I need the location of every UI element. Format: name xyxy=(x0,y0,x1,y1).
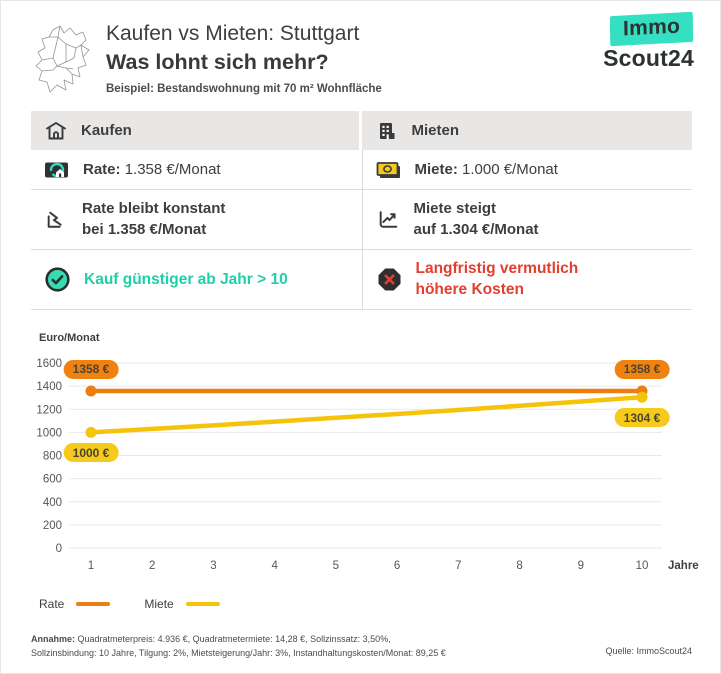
svg-text:600: 600 xyxy=(43,474,62,486)
buy-verdict-row: Kauf günstiger ab Jahr > 10 xyxy=(31,250,362,310)
rent-trend-line2: auf 1.304 €/Monat xyxy=(413,220,539,238)
x-octagon-icon xyxy=(376,266,403,293)
rent-verdict-line2: höhere Kosten xyxy=(415,280,525,298)
assumptions-line1: Quadratmeterpreis: 4.936 €, Quadratmeter… xyxy=(77,634,391,644)
svg-text:7: 7 xyxy=(455,560,461,572)
assumptions-text: Annahme: Quadratmeterpreis: 4.936 €, Qua… xyxy=(31,632,591,661)
assumptions-line2: Sollzinsbindung: 10 Jahre, Tilgung: 2%, … xyxy=(31,648,446,659)
data-label-badge: 1358 € xyxy=(614,359,670,379)
svg-text:8: 8 xyxy=(516,560,522,572)
logo-badge: Immo xyxy=(609,11,694,47)
svg-text:5: 5 xyxy=(333,560,339,572)
rent-trend-line1: Miete steigt xyxy=(413,200,497,218)
legend-swatch-miete xyxy=(185,602,220,606)
chart-canvas: 0 200 400 600 800 1000 1200 1400 1600 1 2 3 4 5 6 7 8 9 10… xyxy=(36,358,699,572)
svg-text:Jahre: Jahre xyxy=(668,560,699,572)
rent-trend-row: Miete steigt auf 1.304 €/Monat xyxy=(361,190,692,250)
legend-item-miete: Miete xyxy=(144,597,220,611)
rent-rate-text: Miete: 1.000 €/Monat xyxy=(415,161,558,178)
title-line2: Was lohnt sich mehr? xyxy=(106,50,329,74)
logo-text-top: Immo xyxy=(622,14,681,41)
buy-trend-row: Rate bleibt konstant bei 1.358 €/Monat xyxy=(31,190,362,250)
chart-legend: Rate Miete xyxy=(39,597,220,611)
svg-text:9: 9 xyxy=(578,560,584,572)
svg-text:1: 1 xyxy=(88,560,94,572)
rent-trend-text: Miete steigt auf 1.304 €/Monat xyxy=(414,199,539,240)
svg-text:4: 4 xyxy=(271,560,278,572)
rent-rate-value: 1.000 €/Monat xyxy=(462,161,558,178)
legend-label-miete: Miete xyxy=(144,597,174,611)
rent-rate-row: Miete: 1.000 €/Monat xyxy=(361,150,692,190)
data-label-badge: 1304 € xyxy=(614,408,670,428)
svg-text:1200: 1200 xyxy=(36,404,62,416)
buy-rate-label: Rate: xyxy=(83,161,121,178)
buy-rate-row: Rate: 1.358 €/Monat xyxy=(31,150,362,190)
data-label-badge: 1358 € xyxy=(63,359,119,379)
source-text: Quelle: ImmoScout24 xyxy=(605,646,692,656)
rent-verdict-line1: Langfristig vermutlich xyxy=(415,259,579,277)
rent-verdict-row: Langfristig vermutlich höhere Kosten xyxy=(361,250,692,310)
line-chart: 0 200 400 600 800 1000 1200 1400 1600 1 2 3 4 5 6 7 8 9 10… xyxy=(16,351,707,591)
data-label-badge: 1000 € xyxy=(63,443,119,463)
svg-text:200: 200 xyxy=(43,520,62,532)
check-circle-icon xyxy=(44,266,71,293)
rent-verdict-text: Langfristig vermutlich höhere Kosten xyxy=(416,259,579,301)
svg-text:1600: 1600 xyxy=(36,358,62,370)
banknote-icon xyxy=(376,160,402,180)
assumptions-label: Annahme: xyxy=(31,634,76,644)
buy-trend-line1: Rate bleibt konstant xyxy=(82,200,226,218)
chart-y-axis-title: Euro/Monat xyxy=(39,332,100,344)
chart-declining-icon xyxy=(44,207,69,232)
buy-column-header: Kaufen xyxy=(31,111,362,150)
legend-label-rate: Rate xyxy=(39,597,65,611)
buy-rate-text: Rate: 1.358 €/Monat xyxy=(83,161,221,178)
svg-text:800: 800 xyxy=(43,451,62,463)
svg-text:1000: 1000 xyxy=(36,427,62,439)
buy-trend-line2: bei 1.358 €/Monat xyxy=(82,220,207,238)
building-icon xyxy=(375,119,399,143)
mortgage-card-icon xyxy=(44,160,70,180)
legend-item-rate: Rate xyxy=(39,597,111,611)
svg-text:6: 6 xyxy=(394,560,400,572)
page-title: Kaufen vs Mieten: Stuttgart Was lohnt si… xyxy=(106,22,382,95)
svg-text:1400: 1400 xyxy=(36,381,62,393)
rent-header-label: Mieten xyxy=(411,122,460,139)
legend-swatch-rate xyxy=(76,602,111,606)
buy-rate-value: 1.358 €/Monat xyxy=(124,161,221,178)
svg-text:2: 2 xyxy=(149,560,155,572)
immoscout24-logo: Immo Scout24 xyxy=(603,11,694,72)
chart-rising-icon xyxy=(376,207,401,232)
map-sketch-icon xyxy=(33,21,95,102)
svg-text:400: 400 xyxy=(43,497,62,509)
svg-text:0: 0 xyxy=(56,543,62,555)
rent-column-header: Mieten xyxy=(361,111,692,150)
title-line1: Kaufen vs Mieten: Stuttgart xyxy=(106,22,360,45)
logo-text-bottom: Scout24 xyxy=(603,45,694,71)
house-icon xyxy=(44,119,68,143)
comparison-table: Kaufen Mieten xyxy=(31,111,692,310)
buy-trend-text: Rate bleibt konstant bei 1.358 €/Monat xyxy=(82,199,225,240)
buy-verdict-text: Kauf günstiger ab Jahr > 10 xyxy=(84,270,288,288)
svg-text:3: 3 xyxy=(210,560,216,572)
rent-rate-label: Miete: xyxy=(414,161,458,178)
subtitle: Beispiel: Bestandswohnung mit 70 m² Wohn… xyxy=(106,83,382,95)
svg-text:10: 10 xyxy=(636,560,649,572)
buy-header-label: Kaufen xyxy=(81,122,132,139)
